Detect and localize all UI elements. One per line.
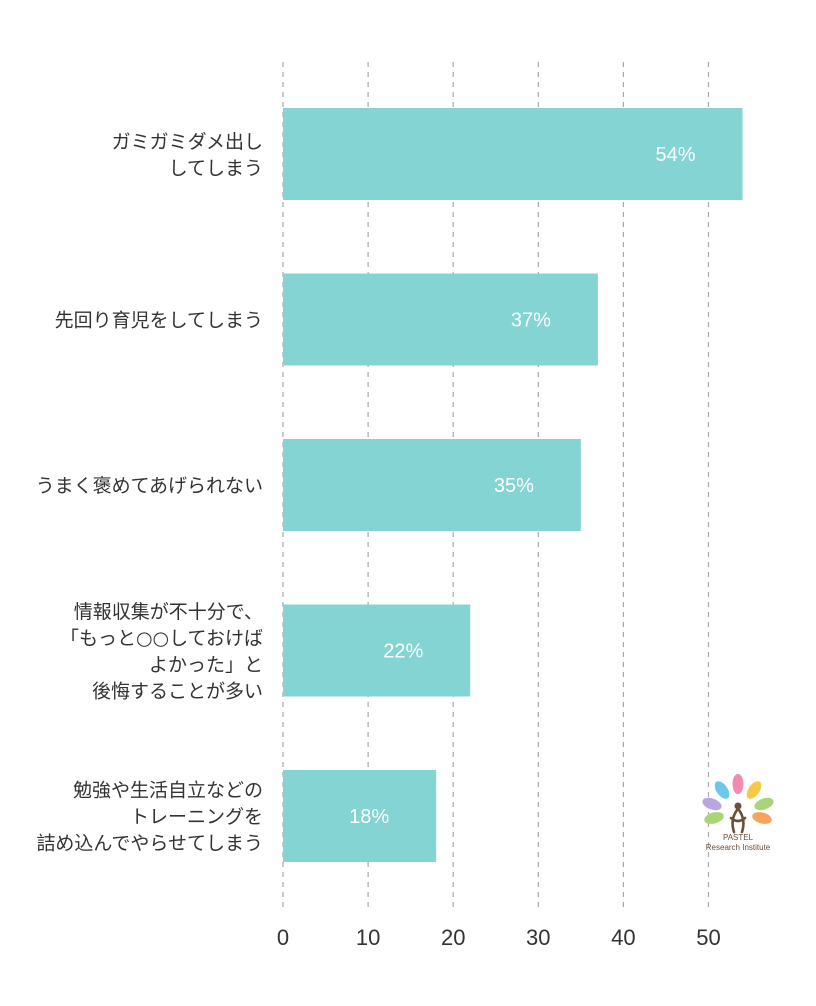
x-tick-label: 40: [611, 925, 635, 950]
data-label: 22%: [383, 641, 423, 663]
category-label: 先回り育児をしてしまう: [55, 310, 263, 332]
logo-line1: PASTEL: [723, 833, 754, 842]
category-label: 勉強や生活自立などのトレーニングを詰め込んでやらせてしまう: [36, 780, 263, 855]
logo-petal: [754, 797, 774, 811]
x-tick-label: 50: [696, 925, 720, 950]
x-tick-label: 10: [356, 925, 380, 950]
bar: [283, 108, 743, 200]
bars: 54% 37% 35% 22% 18%: [283, 108, 743, 862]
logo-petal: [732, 774, 744, 794]
data-label: 35%: [494, 475, 534, 497]
bar: [283, 770, 437, 862]
category-label: 情報収集が不十分で、「もっと○○しておけばよかった」と後悔することが多い: [60, 601, 263, 703]
logo-petal: [702, 797, 722, 811]
bar: [283, 604, 471, 697]
bar: [283, 439, 581, 531]
pastel-logo: PASTEL Research Institute: [702, 774, 774, 852]
x-axis-ticks: 0 10 20 30 40 50: [277, 925, 721, 950]
logo-line2: Research Institute: [706, 843, 771, 852]
data-label: 54%: [656, 144, 696, 166]
bar: [283, 273, 598, 366]
category-label: ガミガミダメ出ししてしまう: [112, 131, 263, 180]
x-tick-label: 0: [277, 925, 289, 950]
category-label: うまく褒めてあげられない: [36, 475, 263, 497]
logo-petal: [704, 812, 724, 824]
logo-petal: [752, 812, 772, 824]
logo-petal: [714, 781, 730, 799]
data-label: 37%: [511, 310, 551, 332]
x-tick-label: 30: [526, 925, 550, 950]
x-tick-label: 20: [441, 925, 465, 950]
data-label: 18%: [349, 806, 389, 828]
logo-petals-icon: [702, 774, 774, 824]
logo-petal: [746, 781, 762, 799]
grid-lines: [282, 62, 710, 912]
category-labels: ガミガミダメ出ししてしまう先回り育児をしてしまううまく褒めてあげられない情報収集…: [36, 131, 263, 855]
